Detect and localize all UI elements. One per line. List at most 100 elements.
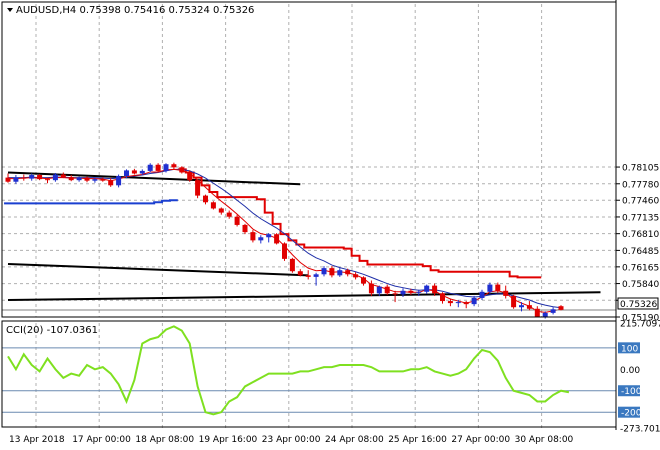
candle-bear — [37, 175, 43, 180]
candle-bear — [329, 268, 335, 276]
candle-bear — [179, 167, 185, 173]
time-tick-label: 13 Apr 2018 — [9, 435, 65, 445]
price-title: AUDUSD,H4 0.75398 0.75416 0.75324 0.7532… — [16, 5, 254, 16]
cci-line — [7, 325, 570, 416]
candle-bear — [511, 295, 517, 308]
cci-tick-label: -100 — [621, 387, 642, 397]
candle-bear — [242, 224, 248, 233]
time-tick-label: 25 Apr 16:00 — [388, 435, 447, 445]
candle-bull — [29, 175, 35, 179]
cci-tick-label: 100 — [621, 344, 638, 354]
candle-bull — [266, 234, 272, 238]
candle-bull — [258, 237, 264, 241]
last-price-tag — [617, 297, 659, 310]
candle-bull — [519, 305, 524, 308]
cci-lines — [7, 325, 570, 416]
candle-bear — [171, 164, 177, 168]
candle-bear — [5, 177, 11, 182]
candle-bull — [400, 290, 406, 295]
candle-bear — [100, 179, 106, 181]
candle-bear — [21, 177, 27, 179]
candle-bear — [408, 290, 414, 293]
candle-bull — [424, 285, 430, 292]
candle-bull — [321, 268, 327, 275]
candle-bear — [68, 177, 74, 181]
cci-tick-label: -273.701 — [620, 425, 660, 435]
time-tick-label: 30 Apr 08:00 — [515, 435, 574, 445]
candle-bear — [250, 232, 256, 241]
cci-title: CCI(20) -107.0361 — [6, 325, 98, 336]
candle-bear — [108, 180, 114, 186]
time-tick-label: 27 Apr 00:00 — [451, 435, 510, 445]
candle-bull — [416, 291, 422, 293]
candle-bear — [526, 305, 532, 309]
candle-bull — [124, 170, 129, 177]
time-axis: 13 Apr 2018 17 Apr 00:00 18 Apr 08:00 19 Ap… — [9, 435, 574, 445]
trendline — [7, 171, 301, 186]
candle-bear — [282, 243, 287, 259]
price-tick-label: 0.77780 — [622, 180, 659, 190]
candle-bear — [289, 258, 295, 272]
candle-bull — [116, 176, 122, 186]
candle-bull — [139, 170, 145, 174]
time-tick-label: 24 Apr 08:00 — [325, 435, 384, 445]
candle-bear — [297, 271, 303, 276]
candle-bull — [313, 274, 319, 277]
slow-moving-average — [8, 168, 562, 309]
candle-bear — [503, 290, 509, 296]
candle-bear — [392, 293, 398, 295]
price-tick-label: 0.76810 — [622, 230, 659, 240]
candle-bull — [471, 297, 477, 305]
blue-stop-line — [4, 199, 178, 205]
candle-bear — [210, 202, 216, 209]
trendline — [7, 263, 309, 277]
candle-bear — [384, 286, 390, 294]
candle-bull — [13, 177, 19, 182]
candle-bear — [45, 179, 50, 181]
candle-bull — [542, 312, 548, 317]
candle-bear — [495, 284, 501, 291]
candle-bear — [203, 195, 208, 203]
price-tick-label: 0.75190 — [622, 314, 659, 324]
candles — [5, 162, 564, 319]
candle-bull — [52, 174, 58, 181]
candle-bear — [187, 172, 193, 181]
candle-bull — [76, 177, 82, 181]
candle-bear — [60, 174, 66, 178]
candle-bear — [361, 277, 366, 284]
red-stop-line — [177, 168, 542, 279]
candle-bull — [337, 270, 343, 276]
candle-bear — [432, 285, 438, 294]
time-tick-label: 18 Apr 08:00 — [135, 435, 194, 445]
dropdown-triangle-icon[interactable] — [7, 8, 13, 12]
candle-bear — [368, 283, 374, 294]
price-tick-label: 0.77135 — [622, 213, 659, 223]
price-tick-label: 0.76485 — [622, 247, 659, 257]
time-tick-label: 19 Apr 16:00 — [199, 435, 258, 445]
candle-bull — [376, 286, 382, 294]
candle-bear — [305, 275, 311, 277]
time-tick-label: 23 Apr 00:00 — [262, 435, 321, 445]
price-tick-label: 0.75840 — [622, 280, 659, 290]
candle-bear — [131, 170, 137, 174]
cci-tick-label: -200 — [621, 409, 642, 419]
candle-bear — [155, 164, 161, 171]
candle-bear — [440, 293, 445, 302]
cci-axis: 215.7097 100 0.00 -100 -200 -273.701 — [618, 320, 660, 435]
candle-bear — [234, 216, 240, 225]
cci-tick-label: 215.7097 — [620, 320, 660, 330]
candle-bull — [92, 179, 98, 181]
candle-bear — [195, 180, 201, 196]
cci-level-tag — [618, 406, 640, 418]
candle-bear — [353, 274, 359, 278]
price-tick-label: 0.76165 — [622, 263, 659, 273]
candle-bear — [274, 234, 280, 244]
candle-bear — [345, 270, 351, 275]
last-price-label: 0.75326 — [620, 300, 657, 310]
candle-bear — [463, 302, 469, 305]
cci-level-tag — [618, 342, 640, 354]
candle-bear — [534, 308, 540, 317]
candle-bear — [226, 212, 232, 217]
candle-bear — [558, 306, 564, 310]
